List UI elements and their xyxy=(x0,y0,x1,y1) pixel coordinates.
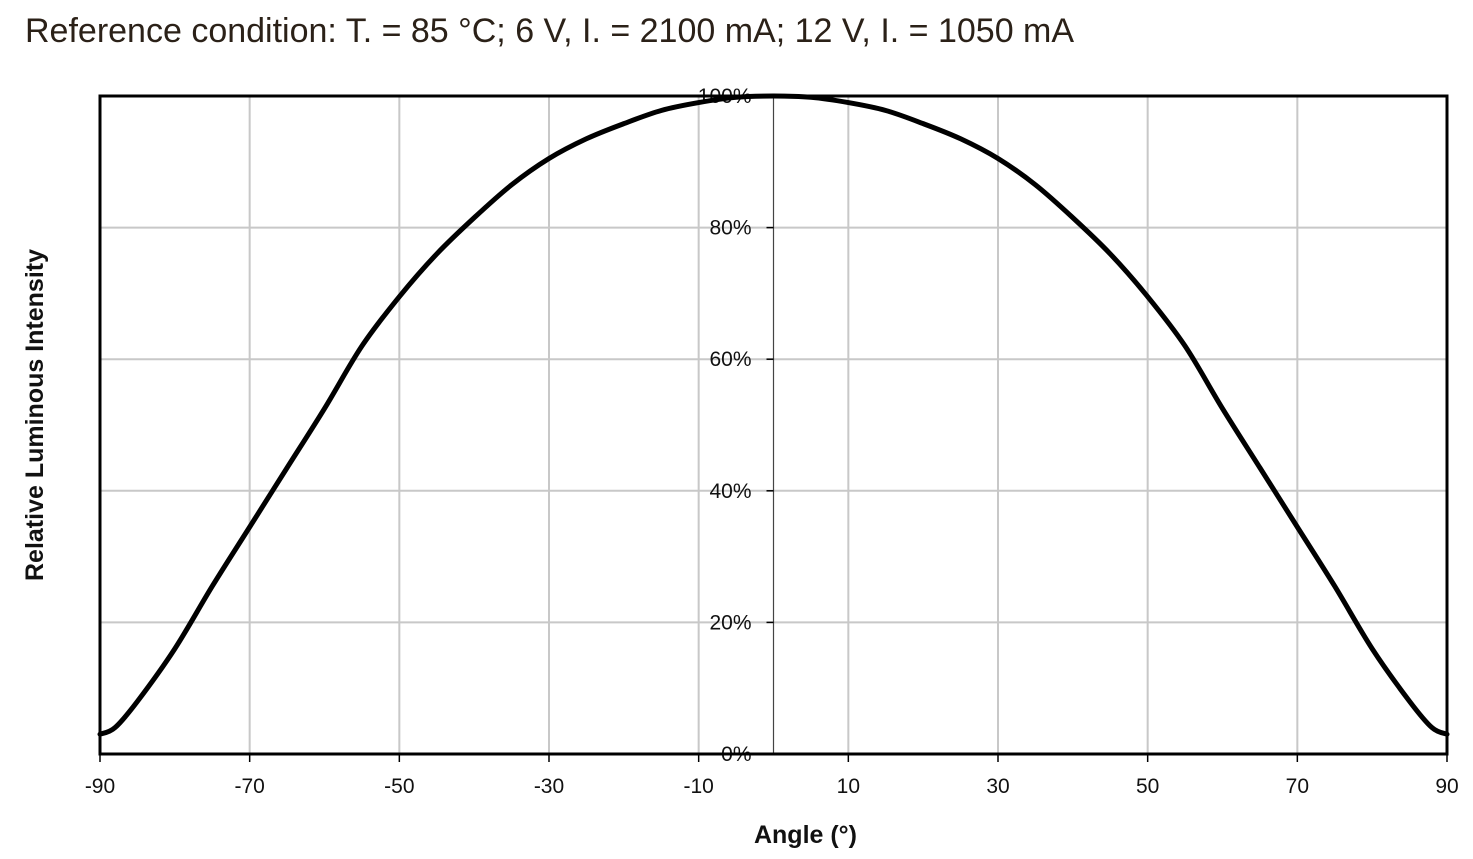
y-axis-title: Relative Luminous Intensity xyxy=(21,249,49,581)
x-tick-label: 50 xyxy=(1136,775,1159,798)
y-tick-label: 40% xyxy=(709,480,751,503)
x-axis-title: Angle (°) xyxy=(754,821,857,849)
series-line xyxy=(97,93,1450,737)
y-tick-label: 20% xyxy=(709,611,751,634)
y-tick-labels: 0%20%40%60%80%100% xyxy=(698,85,752,766)
x-tick-labels: -90 -70 -50 -30 -10 10 30 50 70 90 xyxy=(85,775,1459,798)
x-tick-label: -70 xyxy=(234,775,264,798)
x-tick-label: 30 xyxy=(986,775,1009,798)
series-layer xyxy=(97,93,1450,737)
x-tick-label: -30 xyxy=(534,775,564,798)
x-tick-label: 70 xyxy=(1286,775,1309,798)
y-tick-label: 80% xyxy=(709,217,751,240)
x-tick-label: -50 xyxy=(384,775,414,798)
x-tick-label: 90 xyxy=(1435,775,1458,798)
x-tick-label: -10 xyxy=(683,775,713,798)
y-tick-label: 60% xyxy=(709,348,751,371)
x-tick-label: 10 xyxy=(837,775,860,798)
x-tick-label: -90 xyxy=(85,775,115,798)
chart-title: Reference condition: T. = 85 °C; 6 V, I.… xyxy=(25,12,1074,50)
